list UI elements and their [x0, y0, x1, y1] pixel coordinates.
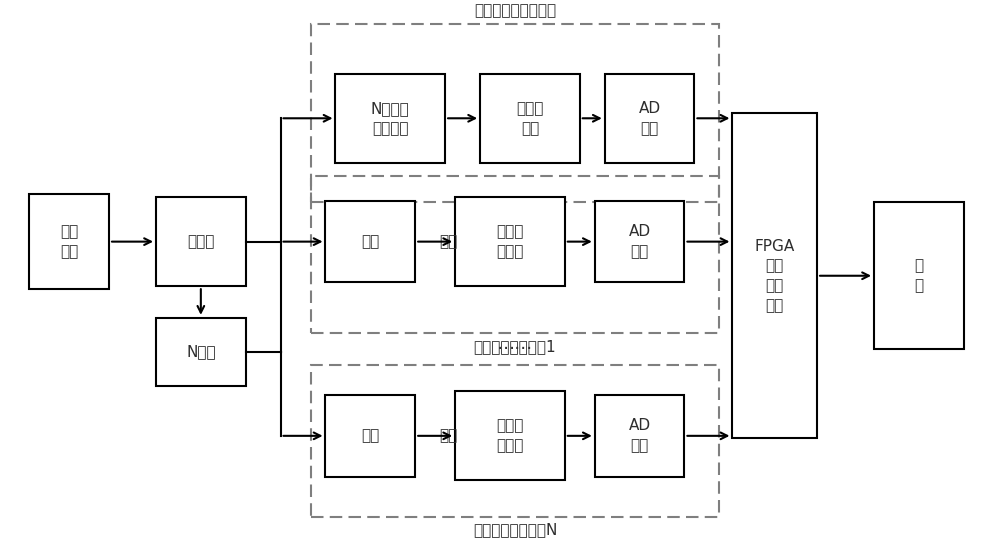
Text: 中频: 中频: [439, 234, 457, 249]
Bar: [732, 113, 817, 438]
Bar: [29, 194, 109, 289]
Text: 窄带定
频陷波: 窄带定 频陷波: [496, 224, 524, 259]
Text: N功分: N功分: [186, 345, 216, 359]
Bar: [311, 176, 719, 333]
Text: 变频: 变频: [361, 428, 379, 443]
Text: 宽带变频接收支路N: 宽带变频接收支路N: [473, 523, 557, 537]
Text: 输
出: 输 出: [914, 259, 923, 293]
Text: 信号
输入: 信号 输入: [60, 224, 78, 259]
Text: 中频: 中频: [439, 428, 457, 443]
Bar: [156, 197, 246, 286]
Bar: [595, 395, 684, 477]
Text: 窄带定
频陷波: 窄带定 频陷波: [496, 418, 524, 453]
Text: N路级联
可调陷波: N路级联 可调陷波: [371, 101, 410, 136]
Bar: [325, 201, 415, 282]
Text: FPGA
（数
据融
合）: FPGA （数 据融 合）: [754, 239, 794, 313]
Bar: [335, 74, 445, 163]
Bar: [311, 24, 719, 202]
Text: 全频段直采接收支路: 全频段直采接收支路: [474, 4, 556, 18]
Bar: [156, 318, 246, 386]
Text: ……: ……: [497, 335, 533, 353]
Text: 变频: 变频: [361, 234, 379, 249]
Text: AD
采集: AD 采集: [629, 418, 651, 453]
Text: 二功分: 二功分: [187, 234, 215, 249]
Bar: [605, 74, 694, 163]
Bar: [595, 201, 684, 282]
Bar: [455, 197, 565, 286]
Bar: [480, 74, 580, 163]
Text: 宽带变频接收支路1: 宽带变频接收支路1: [474, 339, 556, 354]
Bar: [325, 395, 415, 477]
Text: AD
采集: AD 采集: [629, 224, 651, 259]
Bar: [311, 365, 719, 517]
Text: 全频段
直采: 全频段 直采: [516, 101, 544, 136]
Bar: [455, 391, 565, 480]
Bar: [874, 202, 964, 349]
Text: AD
采集: AD 采集: [639, 101, 661, 136]
